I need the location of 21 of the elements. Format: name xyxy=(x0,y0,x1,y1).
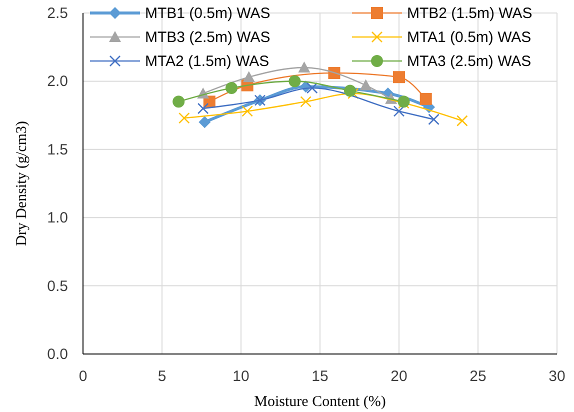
y-tick-label: 0.5 xyxy=(47,278,68,295)
legend-label: MTB3 (2.5m) WAS xyxy=(145,29,270,46)
legend-label: MTA2 (1.5m) WAS xyxy=(145,53,270,70)
x-tick-label: 25 xyxy=(470,368,486,385)
x-tick-label: 20 xyxy=(390,368,408,385)
legend-label: MTA3 (2.5m) WAS xyxy=(407,53,532,70)
legend-label: MTB2 (1.5m) WAS xyxy=(407,5,532,22)
legend-label: MTB1 (0.5m) WAS xyxy=(145,5,270,22)
y-tick-label: 1.5 xyxy=(47,141,68,158)
x-tick-label: 0 xyxy=(78,368,88,385)
x-tick-label: 10 xyxy=(232,368,250,385)
y-tick-label: 2.0 xyxy=(47,73,68,90)
x-axis-title: Moisture Content (%) xyxy=(254,394,386,410)
x-tick-label: 30 xyxy=(548,368,566,385)
y-axis-title: Dry Density (g/cm3) xyxy=(14,121,30,246)
x-tick-label: 15 xyxy=(312,368,328,385)
x-tick-label: 5 xyxy=(158,368,166,385)
y-tick-label: 1.0 xyxy=(47,210,68,227)
legend-label: MTA1 (0.5m) WAS xyxy=(407,29,532,46)
y-tick-label: 0.0 xyxy=(47,346,68,363)
y-tick-label: 2.5 xyxy=(47,5,68,22)
